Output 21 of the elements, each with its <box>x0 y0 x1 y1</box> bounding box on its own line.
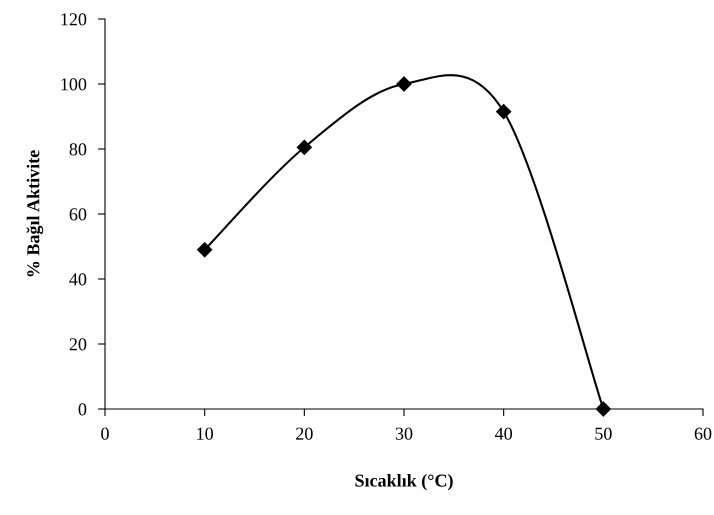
y-tick-label: 20 <box>70 338 86 350</box>
x-axis-title: Sıcaklık (°C) <box>355 474 453 490</box>
y-tick-label: 40 <box>69 273 86 286</box>
x-tick-label: 40 <box>494 428 512 440</box>
point <box>596 401 611 417</box>
x-tick-label: 0 <box>101 428 109 440</box>
x-tick-label: 50 <box>595 428 612 440</box>
x-tick-label: 30 <box>396 428 412 440</box>
point <box>496 104 512 120</box>
x-tick-label: 10 <box>197 428 214 440</box>
y-tick-label: 100 <box>61 78 86 90</box>
y-axis-title: % Bağıl Aktivite <box>26 150 44 276</box>
y-tick-label: 0 <box>78 403 86 416</box>
point <box>296 140 312 155</box>
point <box>396 76 412 92</box>
x-tick-label: 20 <box>296 428 313 440</box>
y-tick-label: 120 <box>61 13 86 26</box>
y-tick-label: 80 <box>70 143 86 156</box>
x-tick-label: 60 <box>694 428 712 440</box>
point <box>197 242 212 258</box>
y-tick-label: 60 <box>70 208 86 220</box>
